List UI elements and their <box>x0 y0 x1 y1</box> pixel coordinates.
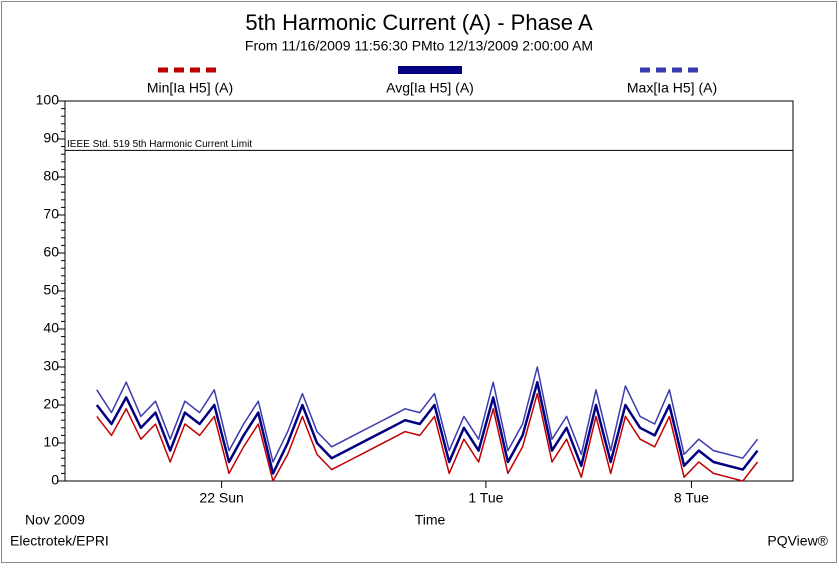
y-tick-label: 40 <box>43 320 59 336</box>
legend-label: Min[Ia H5] (A) <box>147 80 233 96</box>
y-tick-label: 80 <box>43 168 59 184</box>
x-tick-label: 22 Sun <box>199 490 243 506</box>
y-tick-label: 20 <box>43 396 59 412</box>
legend-label: Avg[Ia H5] (A) <box>386 80 474 96</box>
y-tick-label: 60 <box>43 244 59 260</box>
footer-right: PQView® <box>767 533 828 549</box>
x-tick-label: 8 Tue <box>674 490 709 506</box>
chart-title: 5th Harmonic Current (A) - Phase A <box>245 10 593 35</box>
chart-subtitle: From 11/16/2009 11:56:30 PMto 12/13/2009… <box>245 38 593 54</box>
y-tick-label: 50 <box>43 282 59 298</box>
y-tick-label: 70 <box>43 206 59 222</box>
series-line <box>96 392 759 482</box>
limit-label: IEEE Std. 519 5th Harmonic Current Limit <box>67 139 252 150</box>
footer-left: Electrotek/EPRI <box>10 533 109 549</box>
y-tick-label: 30 <box>43 358 59 374</box>
series-line <box>96 366 759 463</box>
y-tick-label: 10 <box>43 434 59 450</box>
x-axis-label: Time <box>415 512 446 528</box>
series-line <box>95 380 759 475</box>
x-period-label: Nov 2009 <box>25 512 85 528</box>
y-tick-label: 0 <box>51 472 59 488</box>
legend-label: Max[Ia H5] (A) <box>627 80 717 96</box>
y-tick-label: 100 <box>36 92 60 108</box>
y-tick-label: 90 <box>43 130 59 146</box>
x-tick-label: 1 Tue <box>468 490 503 506</box>
